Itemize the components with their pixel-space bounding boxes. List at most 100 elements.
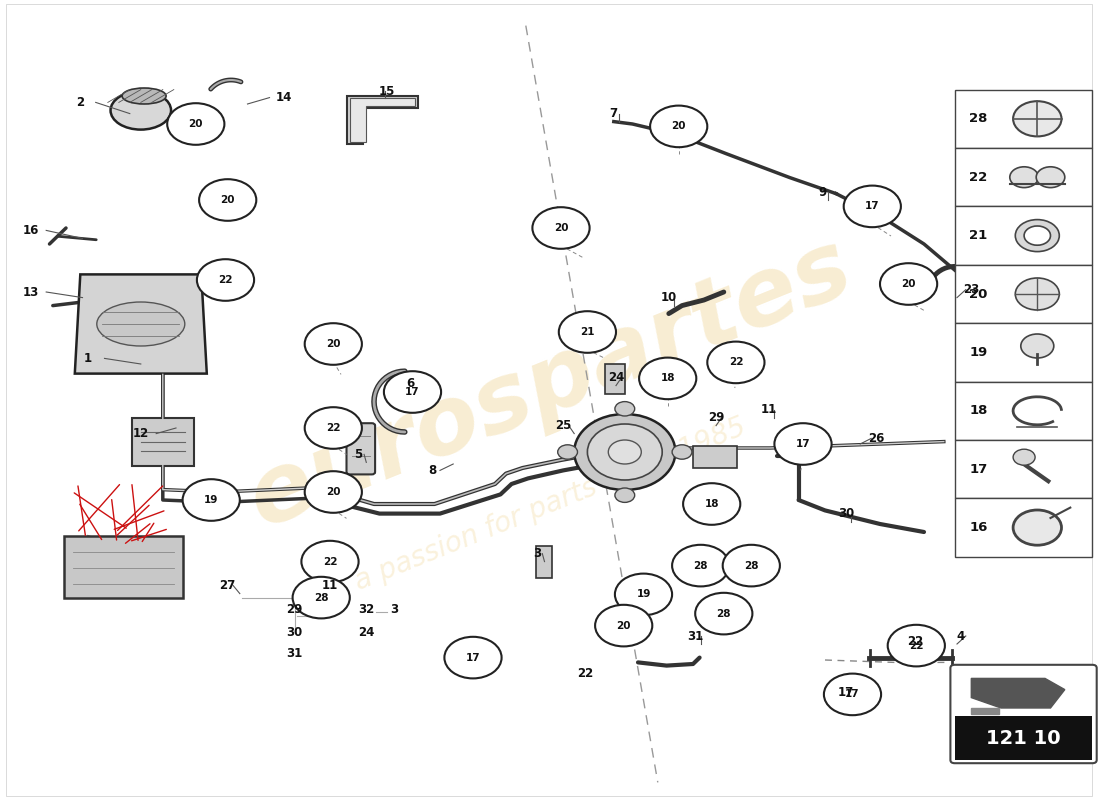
Circle shape bbox=[650, 106, 707, 147]
Text: 21: 21 bbox=[580, 327, 595, 337]
Circle shape bbox=[183, 479, 240, 521]
Polygon shape bbox=[971, 708, 999, 714]
Bar bbox=[955, 382, 1092, 440]
Circle shape bbox=[615, 574, 672, 615]
Ellipse shape bbox=[122, 88, 166, 104]
Text: 30: 30 bbox=[287, 626, 303, 638]
Circle shape bbox=[824, 674, 881, 715]
Text: 22: 22 bbox=[909, 641, 924, 650]
Text: 25: 25 bbox=[556, 419, 571, 432]
Ellipse shape bbox=[97, 302, 185, 346]
Circle shape bbox=[197, 259, 254, 301]
Text: 29: 29 bbox=[708, 411, 724, 424]
Text: 27: 27 bbox=[220, 579, 235, 592]
Text: 20: 20 bbox=[969, 287, 988, 301]
Text: 22: 22 bbox=[322, 557, 338, 566]
Text: 14: 14 bbox=[276, 91, 292, 104]
Circle shape bbox=[844, 186, 901, 227]
Text: 20: 20 bbox=[553, 223, 569, 233]
Circle shape bbox=[880, 263, 937, 305]
Text: 21: 21 bbox=[969, 229, 988, 242]
Text: 22: 22 bbox=[326, 423, 341, 433]
Text: 11: 11 bbox=[761, 403, 777, 416]
Text: 28: 28 bbox=[693, 561, 708, 570]
Polygon shape bbox=[132, 418, 194, 466]
Bar bbox=[955, 498, 1092, 557]
Bar bbox=[955, 90, 1092, 148]
Bar bbox=[955, 716, 1092, 760]
Text: 24: 24 bbox=[608, 371, 624, 384]
Text: 17: 17 bbox=[465, 653, 481, 662]
Circle shape bbox=[774, 423, 832, 465]
Circle shape bbox=[695, 593, 752, 634]
Circle shape bbox=[305, 471, 362, 513]
Circle shape bbox=[199, 179, 256, 221]
Circle shape bbox=[1015, 278, 1059, 310]
Text: 15: 15 bbox=[379, 85, 395, 98]
Circle shape bbox=[595, 605, 652, 646]
Circle shape bbox=[615, 488, 635, 502]
Ellipse shape bbox=[110, 91, 172, 130]
Text: 19: 19 bbox=[636, 590, 651, 599]
Circle shape bbox=[167, 103, 224, 145]
Polygon shape bbox=[605, 364, 625, 394]
Text: 20: 20 bbox=[901, 279, 916, 289]
Circle shape bbox=[615, 402, 635, 416]
Bar bbox=[955, 323, 1092, 382]
Circle shape bbox=[1021, 334, 1054, 358]
Circle shape bbox=[558, 445, 578, 459]
Circle shape bbox=[384, 371, 441, 413]
Text: 20: 20 bbox=[616, 621, 631, 630]
Circle shape bbox=[532, 207, 590, 249]
Text: 13: 13 bbox=[23, 286, 38, 298]
Text: 20: 20 bbox=[671, 122, 686, 131]
Text: 18: 18 bbox=[660, 374, 675, 383]
FancyBboxPatch shape bbox=[6, 4, 1092, 796]
Text: 22: 22 bbox=[908, 635, 923, 648]
Text: 19: 19 bbox=[204, 495, 219, 505]
Bar bbox=[955, 440, 1092, 498]
Bar bbox=[693, 446, 737, 468]
Text: 4: 4 bbox=[956, 630, 965, 642]
Text: 20: 20 bbox=[188, 119, 204, 129]
Text: 28: 28 bbox=[744, 561, 759, 570]
Text: 16: 16 bbox=[23, 224, 38, 237]
Circle shape bbox=[1013, 510, 1062, 546]
Polygon shape bbox=[346, 96, 418, 144]
Ellipse shape bbox=[587, 424, 662, 480]
Text: 32: 32 bbox=[359, 603, 374, 616]
Polygon shape bbox=[350, 98, 415, 142]
Polygon shape bbox=[75, 274, 207, 374]
Text: 22: 22 bbox=[218, 275, 233, 285]
Circle shape bbox=[305, 407, 362, 449]
Text: 18: 18 bbox=[969, 404, 988, 418]
Text: 28: 28 bbox=[969, 112, 988, 126]
Text: 121 10: 121 10 bbox=[986, 729, 1060, 748]
Text: a passion for parts since 1985: a passion for parts since 1985 bbox=[350, 413, 750, 595]
FancyBboxPatch shape bbox=[950, 665, 1097, 763]
Bar bbox=[955, 206, 1092, 265]
Text: 29: 29 bbox=[287, 603, 303, 616]
Text: 18: 18 bbox=[704, 499, 719, 509]
Bar bbox=[955, 265, 1092, 323]
Text: 2: 2 bbox=[76, 96, 85, 109]
Bar bbox=[955, 148, 1092, 206]
Text: eurospartes: eurospartes bbox=[235, 221, 865, 547]
Text: 24: 24 bbox=[359, 626, 374, 638]
Ellipse shape bbox=[608, 440, 641, 464]
Text: 28: 28 bbox=[314, 593, 329, 602]
Text: 12: 12 bbox=[133, 427, 148, 440]
Text: 10: 10 bbox=[661, 291, 676, 304]
Text: 17: 17 bbox=[865, 202, 880, 211]
Bar bbox=[64, 536, 183, 598]
Circle shape bbox=[888, 625, 945, 666]
FancyBboxPatch shape bbox=[346, 423, 375, 474]
Text: 20: 20 bbox=[220, 195, 235, 205]
Text: 1: 1 bbox=[84, 352, 92, 365]
Circle shape bbox=[293, 577, 350, 618]
Text: 26: 26 bbox=[869, 432, 884, 445]
Text: 9: 9 bbox=[818, 186, 827, 198]
Text: 11: 11 bbox=[322, 579, 338, 592]
Text: 3: 3 bbox=[389, 603, 398, 616]
Text: 17: 17 bbox=[795, 439, 811, 449]
